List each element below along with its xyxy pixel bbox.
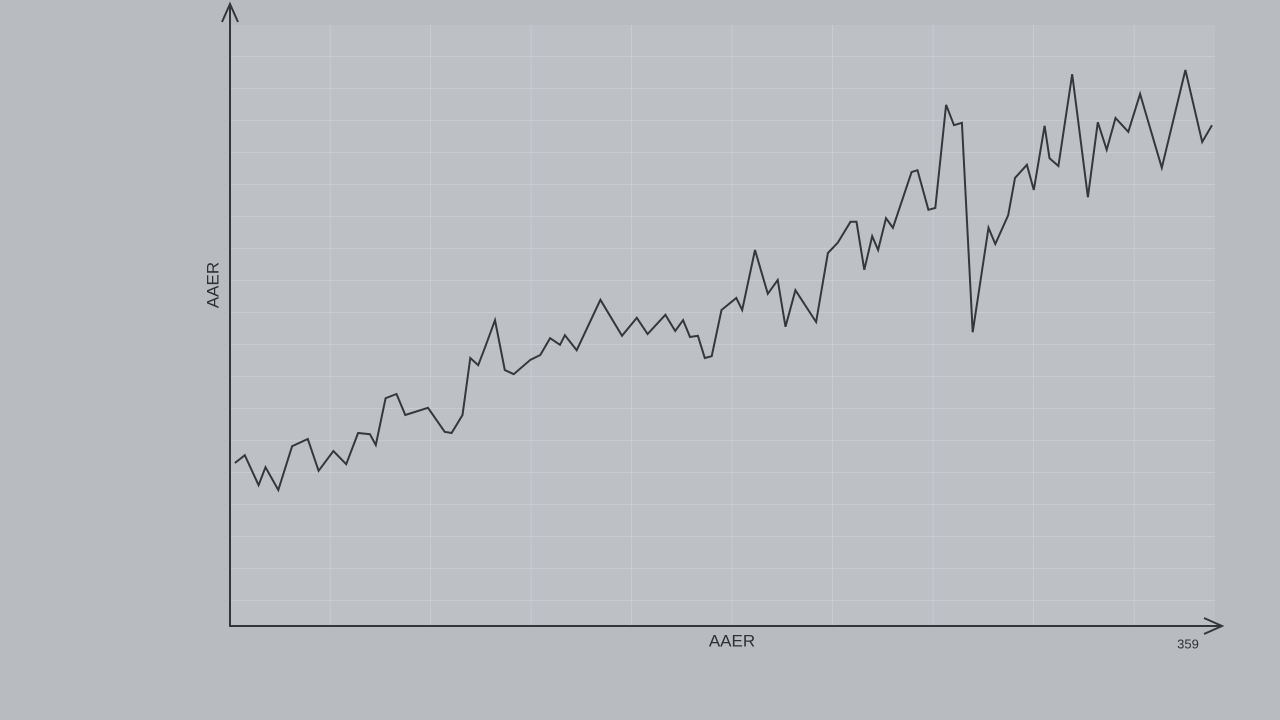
grid (230, 25, 1215, 625)
x-axis-arrow (1203, 617, 1225, 635)
y-axis-arrow (221, 1, 239, 23)
axes (221, 1, 1225, 635)
x-end-label: 359 (1177, 636, 1199, 651)
data-line (234, 69, 1213, 493)
x-axis-label: AAER (709, 631, 755, 650)
y-axis-label: AAER (203, 262, 222, 308)
